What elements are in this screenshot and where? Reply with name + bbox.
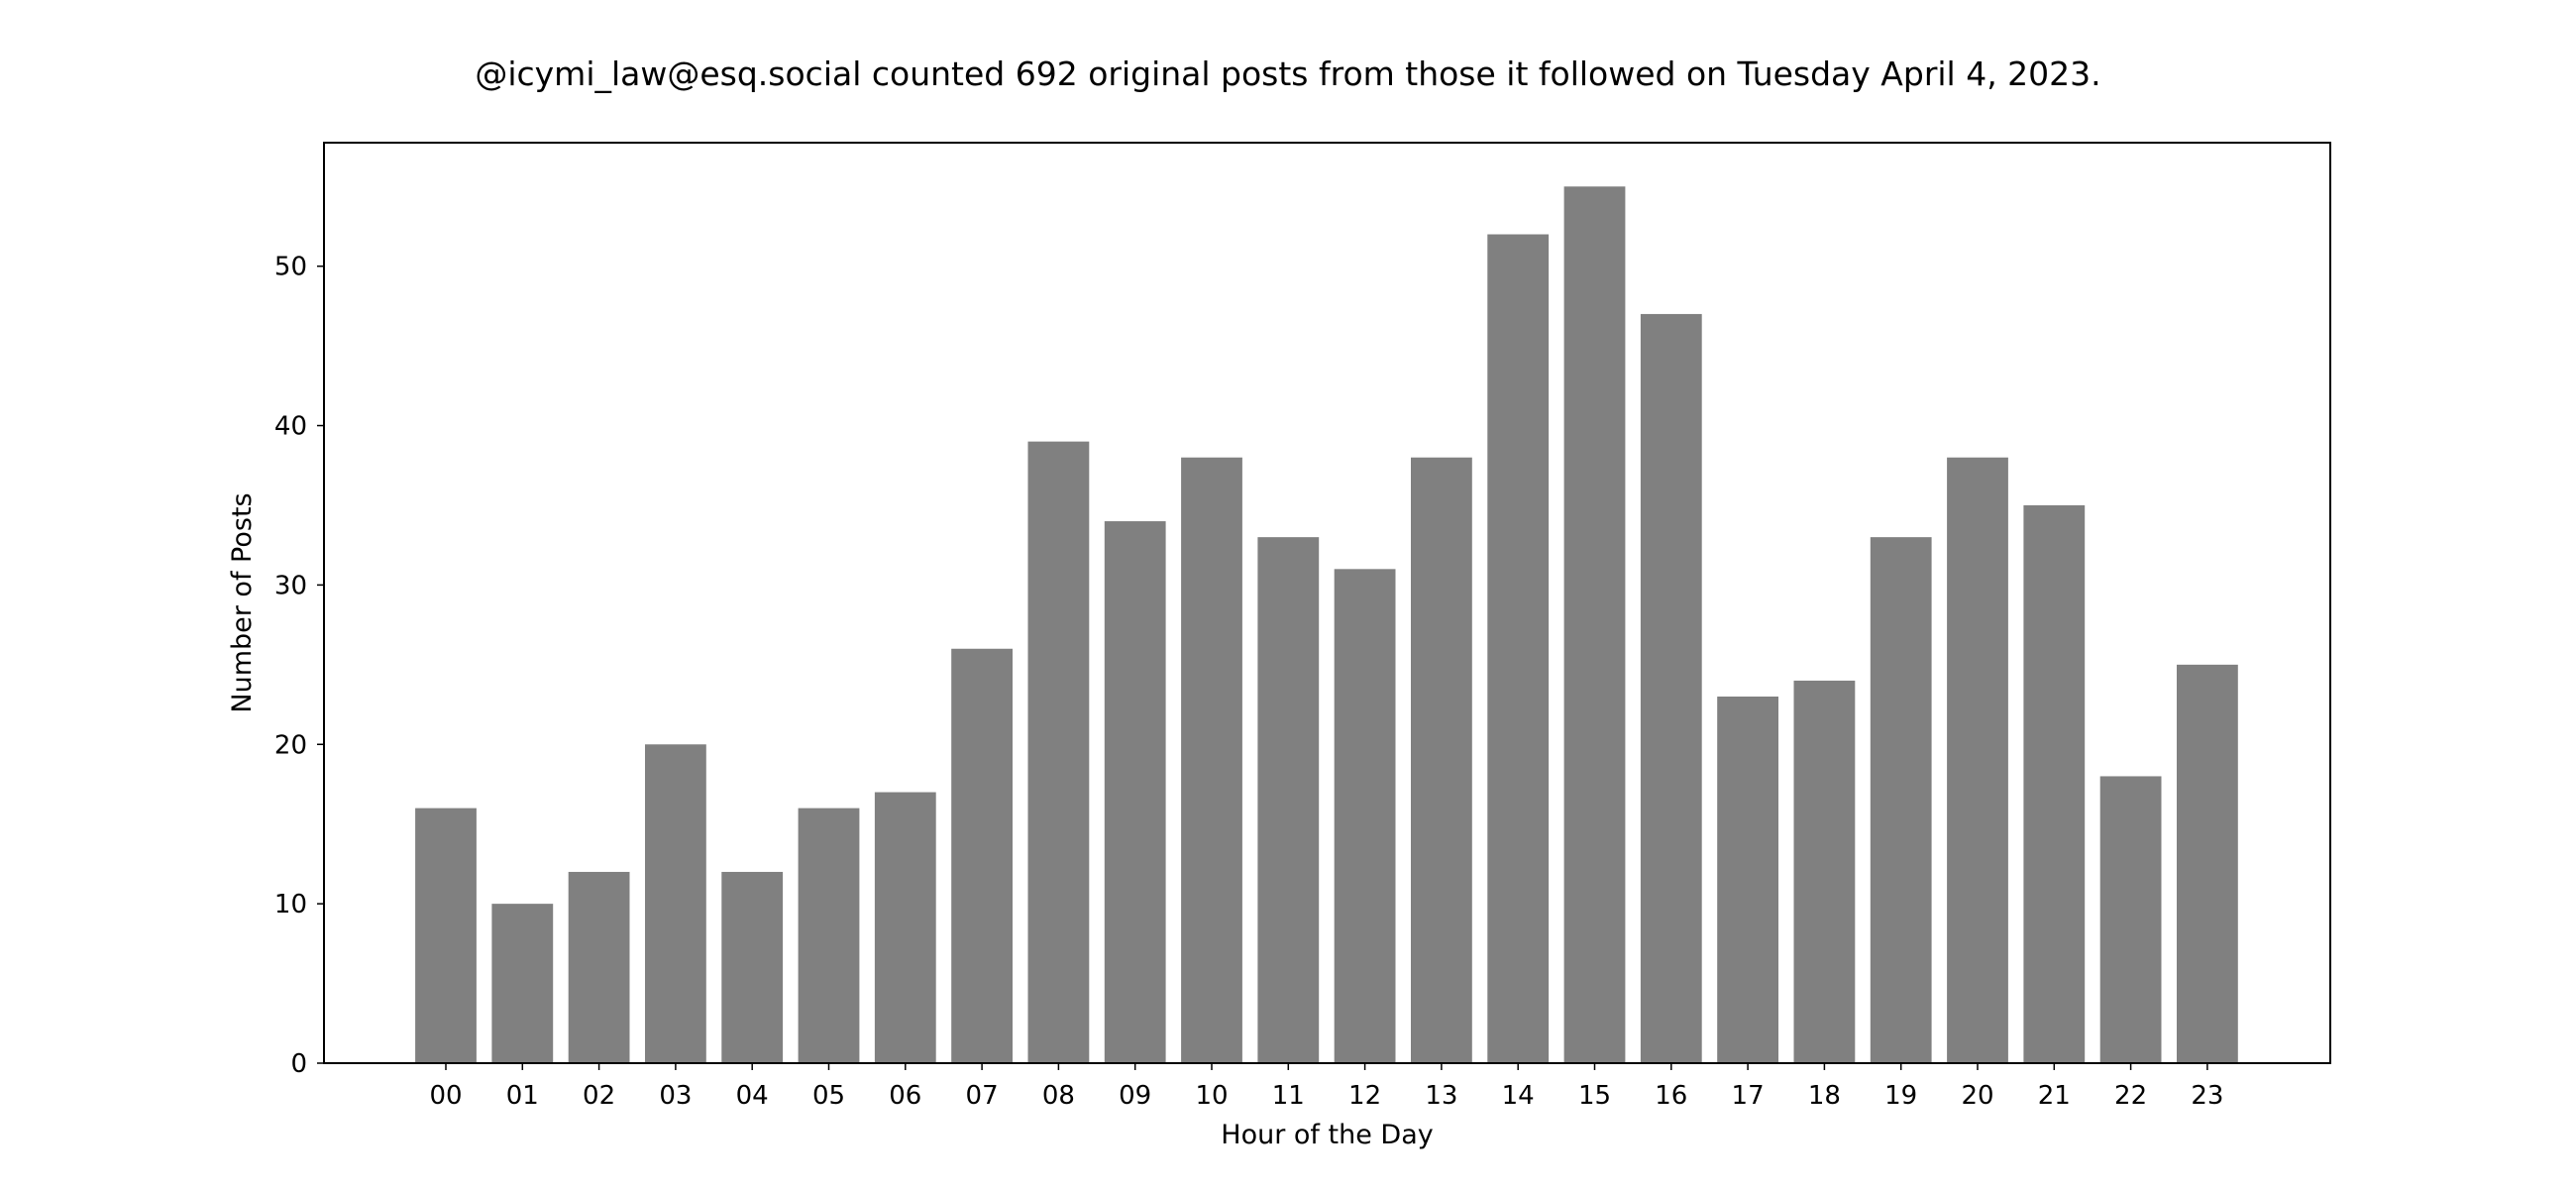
x-tick-label: 10 xyxy=(1195,1081,1228,1111)
y-tick-label: 30 xyxy=(274,571,307,600)
bar-13 xyxy=(1411,457,1472,1063)
bar-18 xyxy=(1793,680,1856,1063)
x-axis: 00 01 02 03 04 05 06 07 08 09 10 11 12 13 14 15 16 17 18 19… xyxy=(429,1063,2223,1111)
x-tick-label: 00 xyxy=(429,1081,462,1111)
bar-00 xyxy=(415,808,477,1063)
x-tick-label: 07 xyxy=(966,1081,999,1111)
bar-04 xyxy=(721,871,784,1063)
x-tick-label: 11 xyxy=(1272,1081,1305,1111)
x-tick-label: 21 xyxy=(2038,1081,2071,1111)
bar-22 xyxy=(2099,776,2162,1063)
bar-05 xyxy=(798,808,860,1063)
bar-17 xyxy=(1717,697,1778,1063)
x-tick-label: 16 xyxy=(1655,1081,1687,1111)
x-tick-label: 01 xyxy=(506,1081,539,1111)
x-tick-label: 23 xyxy=(2191,1081,2223,1111)
x-tick-label: 18 xyxy=(1808,1081,1841,1111)
y-tick-label: 0 xyxy=(290,1049,307,1079)
y-axis-title: Number of Posts xyxy=(227,492,258,712)
x-tick-label: 09 xyxy=(1119,1081,1151,1111)
bar-11 xyxy=(1257,537,1320,1063)
bar-15 xyxy=(1563,186,1626,1063)
y-tick-label: 40 xyxy=(274,412,307,442)
x-tick-label: 15 xyxy=(1578,1081,1611,1111)
x-tick-label: 13 xyxy=(1425,1081,1457,1111)
bar-21 xyxy=(2023,504,2086,1063)
bar-01 xyxy=(491,904,554,1063)
chart-title: @icymi_law@esq.social counted 692 origin… xyxy=(475,54,2100,93)
x-tick-label: 06 xyxy=(889,1081,921,1111)
x-tick-label: 14 xyxy=(1502,1081,1535,1111)
bar-08 xyxy=(1027,441,1090,1063)
x-tick-label: 22 xyxy=(2114,1081,2147,1111)
bar-19 xyxy=(1870,537,1932,1063)
bar-09 xyxy=(1104,521,1166,1063)
bar-16 xyxy=(1640,313,1702,1063)
bar-03 xyxy=(645,744,706,1063)
bar-23 xyxy=(2177,664,2238,1063)
x-tick-label: 02 xyxy=(583,1081,615,1111)
y-tick-label: 10 xyxy=(274,890,307,919)
bar-20 xyxy=(1947,457,2008,1063)
bar-12 xyxy=(1334,569,1396,1063)
plot-frame xyxy=(323,142,2331,1064)
y-tick-label: 50 xyxy=(274,253,307,282)
bar-02 xyxy=(568,871,630,1063)
y-tick-label: 20 xyxy=(274,730,307,760)
x-tick-label: 04 xyxy=(736,1081,769,1111)
x-tick-label: 12 xyxy=(1348,1081,1381,1111)
bar-07 xyxy=(951,648,1013,1063)
x-tick-label: 03 xyxy=(659,1081,692,1111)
x-tick-label: 20 xyxy=(1961,1081,1993,1111)
bar-06 xyxy=(874,792,936,1063)
bars-group xyxy=(415,186,2238,1064)
bar-14 xyxy=(1487,234,1550,1064)
bar-10 xyxy=(1181,457,1242,1063)
x-tick-label: 05 xyxy=(812,1081,845,1111)
x-tick-label: 19 xyxy=(1884,1081,1917,1111)
x-tick-label: 17 xyxy=(1732,1081,1765,1111)
x-axis-title: Hour of the Day xyxy=(1221,1120,1433,1150)
x-tick-label: 08 xyxy=(1042,1081,1075,1111)
y-axis: 0 10 20 30 40 50 xyxy=(274,253,324,1079)
